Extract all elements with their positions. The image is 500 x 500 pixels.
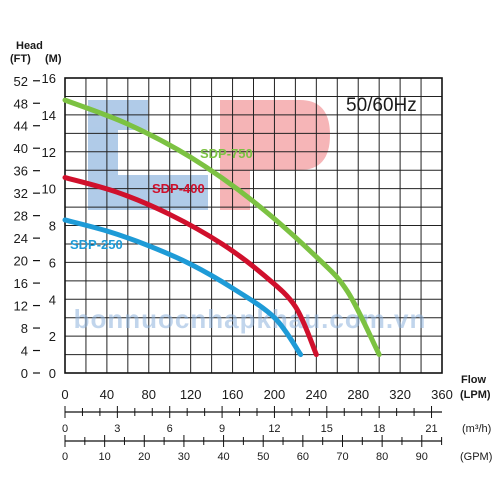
x-tick-label-gpm: 20 [138, 451, 150, 463]
x-tick-label-m3h: 15 [321, 423, 333, 435]
y-tick-label-m: 2 [49, 329, 56, 344]
x-tick-label-gpm: 10 [99, 451, 111, 463]
watermark-block [220, 100, 250, 210]
watermark-text: bonnuocnhapkhau.com.vn [74, 304, 427, 334]
x-ticks-lpm: 0 40 80 120 160 200 240 280 320 360 [61, 387, 452, 402]
series-line-sdp-400 [62, 175, 319, 358]
x-tick-label-gpm: 40 [217, 451, 229, 463]
chart-title: 50/60Hz [346, 95, 417, 116]
x-tick-label-lpm: 160 [222, 387, 244, 402]
y-tick-label-m: 8 [49, 219, 56, 234]
y-axis-unit-ft: (FT) [10, 53, 31, 65]
series-label-sdp-750: SDP-750 [200, 146, 253, 161]
y-tick-label-ft: 0 [21, 366, 28, 381]
secondary-axes: 0 3 6 9 12 15 18 21 0 10 20 30 40 50 60 70 80 90 [62, 406, 443, 463]
x-tick-label-lpm: 320 [389, 387, 411, 402]
watermark-block [250, 100, 330, 170]
series-line-sdp-250 [62, 217, 304, 358]
x-tick-label-gpm: 50 [257, 451, 269, 463]
x-axis-unit-m3h: (m³/h) [462, 423, 491, 435]
y-tick-label-ft: 4 [21, 344, 28, 359]
y-tick-label-ft: 44 [14, 119, 28, 134]
watermark-block [118, 175, 208, 210]
series-line-sdp-750 [62, 97, 382, 358]
x-tick-label-lpm: 0 [61, 387, 68, 402]
x-tick-label-m3h: 0 [62, 423, 68, 435]
x-tick-label-gpm: 90 [416, 451, 428, 463]
x-tick-label-lpm: 360 [431, 387, 453, 402]
series-curves [62, 97, 382, 358]
y-tick-label-m: 12 [42, 145, 56, 160]
y-tick-label-ft: 32 [14, 186, 28, 201]
y-tick-label-ft: 16 [14, 276, 28, 291]
chart-grid [64, 77, 443, 374]
y-tick-label-m: 0 [49, 366, 56, 381]
y-tick-label-ft: 40 [14, 141, 28, 156]
x-tick-label-lpm: 280 [347, 387, 369, 402]
x-tick-label-lpm: 120 [180, 387, 202, 402]
x-axis-label: Flow [461, 374, 486, 386]
x-tick-label-m3h: 3 [114, 423, 120, 435]
y-ticks-m: 0 2 4 6 8 10 12 14 16 [42, 71, 56, 381]
y-tick-label-ft: 36 [14, 164, 28, 179]
y-axis-label: Head [16, 40, 43, 52]
x-tick-label-lpm: 80 [142, 387, 156, 402]
y-tick-label-ft: 52 [14, 74, 28, 89]
y-tick-label-m: 14 [42, 108, 56, 123]
y-tick-label-ft: 24 [14, 231, 28, 246]
y-tick-label-ft: 20 [14, 254, 28, 269]
x-tick-label-gpm: 0 [62, 451, 68, 463]
x-axis-unit-lpm: (LPM) [460, 389, 491, 401]
x-tick-label-m3h: 18 [373, 423, 385, 435]
x-tick-label-gpm: 80 [376, 451, 388, 463]
series-label-sdp-400: SDP-400 [152, 181, 205, 196]
series-label-sdp-250: SDP-250 [70, 237, 123, 252]
x-tick-label-lpm: 240 [305, 387, 327, 402]
y-tick-label-ft: 48 [14, 96, 28, 111]
x-tick-label-m3h: 6 [167, 423, 173, 435]
x-tick-label-m3h: 21 [425, 423, 437, 435]
x-tick-label-gpm: 60 [297, 451, 309, 463]
y-axis-unit-m: (M) [45, 53, 62, 65]
y-tick-label-m: 16 [42, 71, 56, 86]
y-tick-label-ft: 12 [14, 299, 28, 314]
y-tick-label-m: 6 [49, 255, 56, 270]
x-tick-label-m3h: 9 [219, 423, 225, 435]
y-tick-label-m: 10 [42, 182, 56, 197]
y-tick-label-m: 4 [49, 292, 56, 307]
y-tick-label-ft: 28 [14, 209, 28, 224]
x-tick-label-lpm: 200 [264, 387, 286, 402]
x-tick-label-lpm: 40 [100, 387, 114, 402]
plot-frame [64, 77, 443, 374]
y-tick-label-ft: 8 [21, 321, 28, 336]
x-axis-unit-gpm: (GPM) [460, 451, 492, 463]
x-tick-label-gpm: 70 [336, 451, 348, 463]
x-tick-label-gpm: 30 [178, 451, 190, 463]
x-tick-label-m3h: 12 [268, 423, 280, 435]
